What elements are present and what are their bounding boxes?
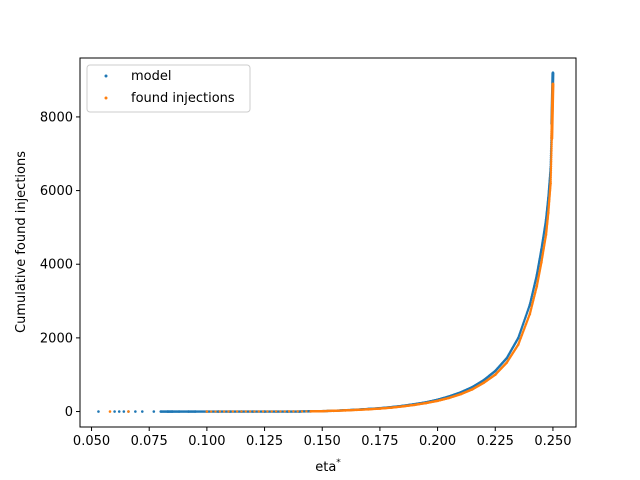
data-point	[140, 410, 144, 413]
x-axis-label: eta*	[315, 458, 341, 475]
data-point	[218, 410, 222, 413]
data-point	[296, 410, 299, 413]
data-point	[274, 410, 278, 413]
plot-area	[80, 58, 576, 427]
series-tail	[550, 83, 555, 140]
data-point	[253, 410, 256, 413]
data-point	[122, 410, 126, 413]
legend-marker	[104, 74, 108, 78]
data-point	[549, 165, 553, 168]
data-point	[127, 410, 130, 413]
legend: model found injections	[86, 64, 251, 113]
x-tick-label: 0.200	[419, 434, 456, 449]
x-tick-label: 0.075	[131, 434, 168, 449]
y-tick-label: 2000	[40, 331, 73, 346]
data-point	[210, 410, 213, 413]
data-point	[550, 154, 553, 157]
x-tick-label: 0.125	[246, 434, 283, 449]
data-point	[152, 410, 156, 413]
data-point	[549, 180, 552, 183]
data-point	[300, 410, 304, 413]
data-point	[550, 139, 553, 143]
data-point	[549, 174, 553, 178]
data-point	[108, 410, 112, 413]
data-point	[279, 410, 282, 413]
data-point	[549, 170, 553, 174]
x-axis-label-text: eta	[315, 460, 336, 475]
plot-frame	[79, 57, 577, 428]
data-point	[549, 176, 552, 179]
data-point	[305, 410, 308, 413]
data-point	[550, 147, 553, 150]
data-point	[550, 152, 553, 155]
data-point	[550, 150, 553, 154]
data-point	[550, 141, 553, 144]
data-point	[283, 410, 286, 413]
x-tick-label: 0.050	[73, 434, 110, 449]
data-point	[549, 181, 552, 185]
data-point	[292, 410, 295, 413]
data-point	[113, 410, 116, 413]
data-point	[117, 410, 121, 413]
data-point	[550, 145, 553, 148]
x-tick-label: 0.100	[188, 434, 225, 449]
data-point	[248, 410, 252, 413]
data-point	[287, 410, 291, 413]
data-point	[97, 410, 100, 413]
data-point	[549, 169, 553, 172]
data-point	[549, 167, 553, 170]
data-point	[231, 410, 235, 413]
data-point	[550, 143, 553, 146]
data-point	[266, 410, 269, 413]
data-point	[257, 410, 260, 413]
x-tick-label: 0.150	[304, 434, 341, 449]
y-tick-label: 4000	[40, 258, 73, 273]
data-point	[550, 148, 553, 152]
x-tick-label: 0.225	[477, 434, 514, 449]
data-point	[549, 161, 553, 165]
x-axis-label-superscript: *	[336, 458, 341, 468]
y-tick-label: 8000	[40, 110, 73, 125]
x-tick-label: 0.175	[361, 434, 398, 449]
y-axis-ticks: 0 2000 4000 6000 8000	[40, 110, 80, 420]
legend-label: model	[131, 69, 171, 84]
data-point	[549, 172, 553, 176]
data-point	[549, 178, 552, 181]
x-axis-ticks: 0.050 0.075 0.100 0.125 0.150 0.175 0.200 0.225…	[73, 427, 572, 449]
data-point	[205, 410, 209, 413]
y-tick-label: 6000	[40, 184, 73, 199]
data-point	[261, 410, 265, 413]
data-point	[235, 410, 239, 413]
data-point	[240, 410, 243, 413]
legend-box	[86, 64, 251, 113]
data-point	[134, 410, 137, 413]
y-axis-label: Cumulative found injections	[14, 151, 29, 333]
data-point	[549, 163, 553, 166]
y-tick-label: 0	[65, 405, 73, 420]
data-point	[270, 410, 273, 413]
data-point	[214, 410, 217, 413]
legend-marker	[104, 96, 108, 100]
x-tick-label: 0.250	[534, 434, 571, 449]
data-point	[244, 410, 248, 413]
series-layer	[97, 71, 555, 413]
data-point	[550, 156, 553, 159]
data-point	[222, 410, 226, 413]
data-point	[550, 159, 553, 163]
data-point	[227, 410, 230, 413]
legend-label: found injections	[131, 91, 235, 106]
series-found-injections	[108, 82, 555, 413]
data-point	[550, 158, 553, 161]
